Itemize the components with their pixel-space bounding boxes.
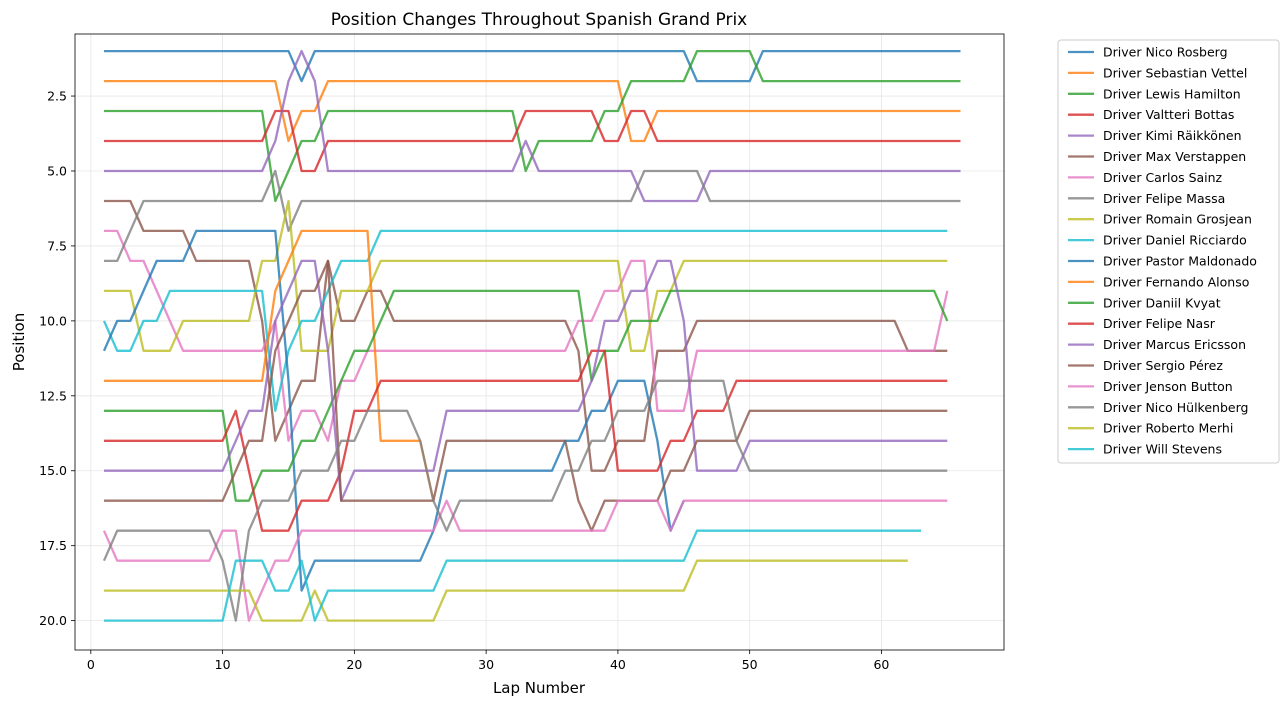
series-lines [102,49,961,622]
series-line-16 [104,259,948,532]
legend-label: Driver Carlos Sainz [1103,170,1223,185]
legend-label: Driver Felipe Massa [1103,191,1225,206]
x-tick-label: 0 [87,657,95,672]
chart-title: Position Changes Throughout Spanish Gran… [331,10,748,30]
series-line-13 [104,289,949,502]
y-tick-label: 2.5 [47,89,67,104]
y-tick-label: 15.0 [39,463,67,478]
grid-lines [75,34,1004,650]
x-axis-label: Lap Number [493,679,586,697]
series-line-4 [104,109,961,173]
x-tick-label: 10 [215,657,231,672]
y-tick-label: 20.0 [39,613,67,628]
y-tick-label: 10.0 [39,313,67,328]
plot-frame [74,33,1005,651]
series-line-1 [104,49,961,83]
y-tick-label: 17.5 [39,538,67,553]
x-tick-label: 60 [873,657,889,672]
y-tick-label: 12.5 [39,388,67,403]
legend-label: Driver Jenson Button [1103,379,1233,394]
legend-label: Driver Sergio Pérez [1103,358,1223,373]
legend-label: Driver Fernando Alonso [1103,274,1249,289]
series-line-5 [104,49,961,203]
y-axis-label: Position [10,313,28,371]
x-axis-ticks: 0 10 20 30 40 50 60 [87,650,889,672]
legend-label: Driver Nico Rosberg [1103,45,1228,60]
series-line-19 [104,559,908,622]
x-tick-label: 30 [478,657,494,672]
legend-label: Driver Marcus Ericsson [1103,337,1246,352]
legend-label: Driver Nico Hülkenberg [1103,400,1248,415]
series-line-8 [104,169,961,263]
y-axis-ticks: 2.5 5.0 7.5 10.0 12.5 15.0 17.5 20.0 [39,89,75,628]
y-tick-label: 7.5 [47,238,67,253]
series-line-11 [102,229,685,592]
x-tick-label: 40 [610,657,626,672]
legend-label: Driver Lewis Hamilton [1103,86,1241,101]
legend-label: Driver Romain Grosjean [1103,212,1252,227]
series-line-2 [104,79,961,143]
legend: Driver Nico Rosberg Driver Sebastian Vett… [1057,39,1280,464]
series-line-18 [102,379,948,622]
series-line-15 [104,259,948,502]
legend-box [1057,39,1280,464]
legend-label: Driver Will Stevens [1103,442,1222,457]
legend-label: Driver Pastor Maldonado [1103,254,1257,269]
series-line-9 [104,199,948,352]
x-tick-label: 20 [346,657,362,672]
legend-label: Driver Max Verstappen [1103,149,1246,164]
legend-label: Driver Kimi Räikkönen [1103,128,1242,143]
legend-label: Driver Daniel Ricciardo [1103,233,1247,248]
series-line-10 [102,229,948,412]
series-line-12 [104,229,435,501]
legend-label: Driver Sebastian Vettel [1103,65,1247,80]
series-line-20 [104,529,921,622]
series-line-7 [104,229,949,442]
series-line-6 [104,199,948,472]
legend-label: Driver Valtteri Bottas [1103,107,1234,122]
legend-label: Driver Daniil Kvyat [1103,295,1221,310]
legend-label: Driver Roberto Merhi [1103,421,1233,436]
legend-label: Driver Felipe Nasr [1103,316,1216,331]
y-tick-label: 5.0 [47,163,67,178]
series-line-3 [104,49,961,203]
series-line-17 [102,499,948,622]
x-tick-label: 50 [742,657,758,672]
